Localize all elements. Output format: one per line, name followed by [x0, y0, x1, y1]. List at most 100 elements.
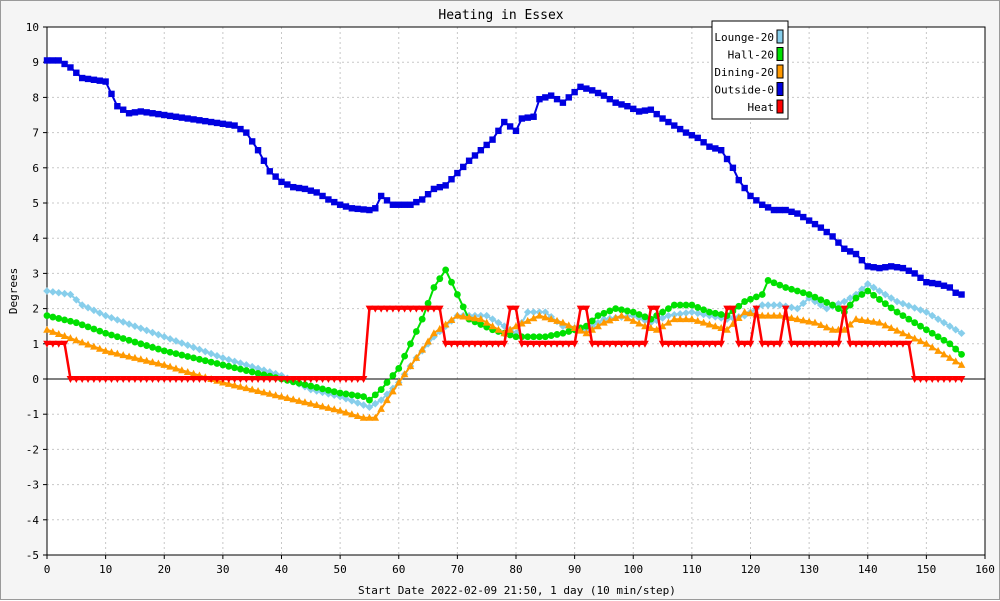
data-point — [301, 398, 309, 406]
data-point — [734, 340, 743, 348]
data-point — [430, 329, 438, 337]
legend-swatch — [776, 82, 784, 96]
data-point — [189, 369, 198, 377]
x-tick-label: 130 — [799, 563, 819, 576]
data-point — [834, 300, 843, 308]
data-point — [746, 340, 755, 348]
data-point — [863, 280, 872, 288]
data-point — [95, 344, 104, 352]
data-point — [137, 355, 145, 363]
data-point — [623, 340, 632, 348]
data-point — [95, 376, 104, 383]
data-point — [54, 288, 63, 297]
data-point — [805, 217, 813, 224]
data-point — [588, 340, 597, 348]
data-point — [166, 376, 174, 383]
data-point — [78, 301, 86, 309]
y-tick-label: -4 — [26, 514, 40, 527]
data-point — [940, 350, 948, 358]
data-point — [869, 283, 878, 292]
data-point — [611, 340, 620, 348]
data-point — [922, 376, 931, 383]
data-point — [770, 311, 778, 319]
data-point — [787, 303, 796, 312]
data-point — [342, 376, 350, 383]
data-point — [940, 318, 948, 327]
data-point — [254, 386, 262, 394]
data-point — [835, 305, 842, 312]
legend-label: Lounge-20 — [714, 31, 774, 44]
data-point — [764, 311, 772, 319]
data-point — [688, 315, 696, 323]
data-point — [852, 294, 860, 302]
data-point — [747, 192, 754, 200]
data-point — [436, 275, 444, 283]
data-point — [858, 257, 866, 264]
data-point — [875, 340, 884, 348]
data-point — [271, 376, 280, 383]
data-point — [482, 311, 491, 320]
data-point — [49, 340, 57, 348]
data-point — [618, 306, 625, 314]
data-point — [471, 152, 479, 159]
data-point — [284, 181, 291, 188]
data-point — [289, 395, 298, 403]
y-tick-label: -1 — [26, 408, 39, 421]
data-point — [840, 305, 849, 313]
data-point — [904, 340, 913, 348]
data-point — [137, 340, 145, 348]
data-point — [243, 129, 250, 136]
data-point — [289, 376, 298, 383]
data-point — [946, 322, 954, 330]
data-point — [213, 119, 221, 127]
data-point — [336, 392, 344, 401]
data-point — [477, 321, 485, 328]
data-point — [394, 305, 403, 313]
data-point — [846, 294, 854, 302]
data-point — [524, 333, 532, 341]
data-point — [934, 346, 942, 354]
data-point — [184, 353, 192, 360]
data-point — [354, 392, 362, 400]
data-point — [190, 116, 197, 123]
data-point — [518, 340, 526, 348]
data-point — [447, 316, 456, 324]
data-point — [331, 198, 338, 206]
data-point — [576, 326, 585, 334]
data-point — [219, 354, 227, 362]
data-point — [465, 157, 473, 164]
data-point — [863, 316, 872, 324]
data-point — [201, 357, 209, 365]
data-point — [459, 312, 468, 320]
data-point — [207, 349, 215, 358]
data-point — [594, 322, 602, 330]
legend-label: Heat — [748, 101, 775, 114]
y-tick-label: 3 — [32, 267, 39, 280]
data-point — [582, 329, 591, 337]
data-point — [559, 329, 567, 337]
data-point — [219, 120, 227, 127]
data-point — [799, 289, 807, 297]
data-point — [600, 318, 608, 326]
data-point — [453, 311, 462, 319]
data-point — [119, 318, 128, 326]
legend-swatch — [776, 47, 784, 61]
data-point — [565, 94, 572, 101]
data-point — [260, 376, 268, 383]
data-point — [811, 220, 819, 228]
data-point — [734, 313, 743, 321]
data-point — [600, 340, 608, 348]
data-point — [688, 132, 696, 139]
data-point — [536, 333, 543, 341]
data-point — [406, 362, 415, 370]
data-point — [547, 340, 555, 348]
data-point — [576, 305, 585, 313]
legend-swatch — [776, 99, 784, 114]
data-point — [858, 285, 866, 294]
data-point — [178, 351, 186, 359]
data-point — [448, 176, 455, 183]
data-point — [899, 299, 907, 308]
series-outside-0 — [43, 57, 965, 298]
data-point — [166, 112, 174, 120]
data-point — [72, 336, 81, 344]
